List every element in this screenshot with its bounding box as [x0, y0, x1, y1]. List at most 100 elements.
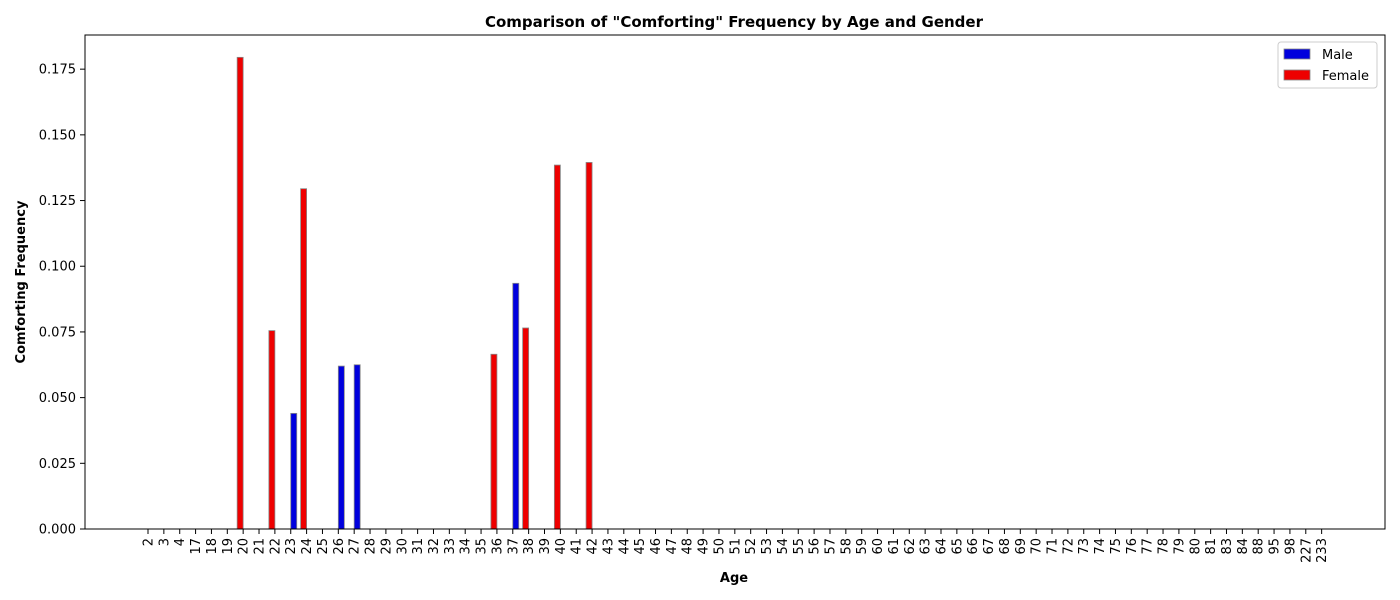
x-tick-label: 233 — [1315, 538, 1330, 563]
x-tick-label: 36 — [490, 538, 505, 555]
x-tick-label: 35 — [475, 538, 490, 555]
legend-swatch-female — [1283, 69, 1311, 81]
x-tick-label: 56 — [808, 538, 823, 555]
y-tick-label: 0.100 — [39, 260, 76, 275]
plot-area-frame — [84, 34, 1386, 530]
x-tick-label: 2 — [142, 538, 157, 546]
x-tick-label: 45 — [633, 538, 648, 555]
x-tick-label: 59 — [855, 538, 870, 555]
x-tick-label: 28 — [364, 538, 379, 555]
x-axis-title: Age — [720, 571, 748, 586]
x-tick-label: 54 — [776, 538, 791, 555]
x-tick-label: 57 — [823, 538, 838, 555]
x-tick-label: 65 — [950, 538, 965, 555]
x-tick-label: 53 — [760, 538, 775, 555]
x-tick-label: 58 — [839, 538, 854, 555]
x-tick-label: 70 — [1030, 538, 1045, 555]
x-tick-label: 37 — [506, 538, 521, 555]
bar-female-age-20 — [236, 56, 244, 530]
x-tick-label: 32 — [427, 538, 442, 555]
x-tick-label: 44 — [617, 538, 632, 555]
x-tick-label: 71 — [1046, 538, 1061, 555]
y-axis-title: Comforting Frequency — [14, 200, 29, 363]
x-tick-label: 47 — [665, 538, 680, 555]
x-tick-label: 67 — [982, 538, 997, 555]
x-tick-label: 79 — [1172, 538, 1187, 555]
x-tick-label: 41 — [570, 538, 585, 555]
x-tick-label: 55 — [792, 538, 807, 555]
x-tick-label: 21 — [253, 538, 268, 555]
x-tick-label: 80 — [1188, 538, 1203, 555]
x-tick-label: 77 — [1141, 538, 1156, 555]
x-tick-label: 78 — [1157, 538, 1172, 555]
x-tick-label: 66 — [966, 538, 981, 555]
chart-title: Comparison of "Comforting" Frequency by … — [485, 13, 984, 31]
bar-male-age-23 — [290, 412, 298, 530]
x-tick-label: 33 — [443, 538, 458, 555]
bar-female-age-40 — [553, 164, 561, 530]
x-tick-label: 27 — [348, 538, 363, 555]
x-tick-label: 49 — [697, 538, 712, 555]
bar-female-age-22 — [268, 330, 276, 530]
x-tick-label: 38 — [522, 538, 537, 555]
x-tick-label: 39 — [538, 538, 553, 555]
x-tick-label: 68 — [998, 538, 1013, 555]
x-tick-label: 43 — [601, 538, 616, 555]
x-tick-label: 84 — [1236, 538, 1251, 555]
x-tick-label: 31 — [411, 538, 426, 555]
legend: Male Female — [1277, 41, 1378, 89]
x-tick-label: 18 — [205, 538, 220, 555]
y-tick-label: 0.025 — [39, 457, 76, 472]
y-tick-label: 0.000 — [39, 523, 76, 538]
x-tick-label: 50 — [712, 538, 727, 555]
x-tick-label: 62 — [903, 538, 918, 555]
x-tick-label: 64 — [935, 538, 950, 555]
legend-label-female: Female — [1322, 69, 1369, 84]
x-tick-label: 29 — [379, 538, 394, 555]
x-tick-label: 30 — [395, 538, 410, 555]
bar-female-age-36 — [490, 353, 498, 530]
x-axis: 2 3 4 17 18 19 20 21 22 23 24 25 26 27 28 29 30 31 32 33 34 3… — [142, 529, 1330, 563]
x-tick-label: 76 — [1125, 538, 1140, 555]
x-tick-label: 40 — [554, 538, 569, 555]
bar-female-age-42 — [585, 162, 593, 530]
legend-label-male: Male — [1322, 48, 1353, 63]
x-tick-label: 23 — [284, 538, 299, 555]
x-tick-label: 42 — [586, 538, 601, 555]
x-tick-label: 3 — [157, 538, 172, 546]
x-tick-label: 51 — [728, 538, 743, 555]
x-tick-label: 72 — [1061, 538, 1076, 555]
x-tick-label: 83 — [1220, 538, 1235, 555]
bar-male-age-37 — [512, 282, 520, 530]
x-tick-label: 52 — [744, 538, 759, 555]
x-tick-label: 98 — [1283, 538, 1298, 555]
x-tick-label: 88 — [1252, 538, 1267, 555]
y-tick-label: 0.150 — [39, 128, 76, 143]
x-tick-label: 73 — [1077, 538, 1092, 555]
x-tick-label: 17 — [189, 538, 204, 555]
x-tick-label: 26 — [332, 538, 347, 555]
bar-female-age-24 — [300, 188, 308, 530]
x-tick-label: 4 — [173, 538, 188, 546]
x-tick-label: 75 — [1109, 538, 1124, 555]
x-tick-label: 48 — [681, 538, 696, 555]
x-tick-label: 227 — [1299, 538, 1314, 563]
bars-layer — [236, 56, 593, 530]
x-tick-label: 95 — [1268, 538, 1283, 555]
x-tick-label: 25 — [316, 538, 331, 555]
x-tick-label: 20 — [237, 538, 252, 555]
x-tick-label: 63 — [919, 538, 934, 555]
y-tick-label: 0.075 — [39, 325, 76, 340]
y-tick-label: 0.125 — [39, 194, 76, 209]
x-tick-label: 19 — [221, 538, 236, 555]
bar-male-age-27 — [353, 364, 361, 530]
x-tick-label: 60 — [871, 538, 886, 555]
x-tick-label: 34 — [459, 538, 474, 555]
x-tick-label: 74 — [1093, 538, 1108, 555]
x-tick-label: 46 — [649, 538, 664, 555]
x-tick-label: 69 — [1014, 538, 1029, 555]
x-tick-label: 24 — [300, 538, 315, 555]
bar-female-age-38 — [522, 327, 530, 530]
bar-male-age-26 — [337, 365, 345, 530]
